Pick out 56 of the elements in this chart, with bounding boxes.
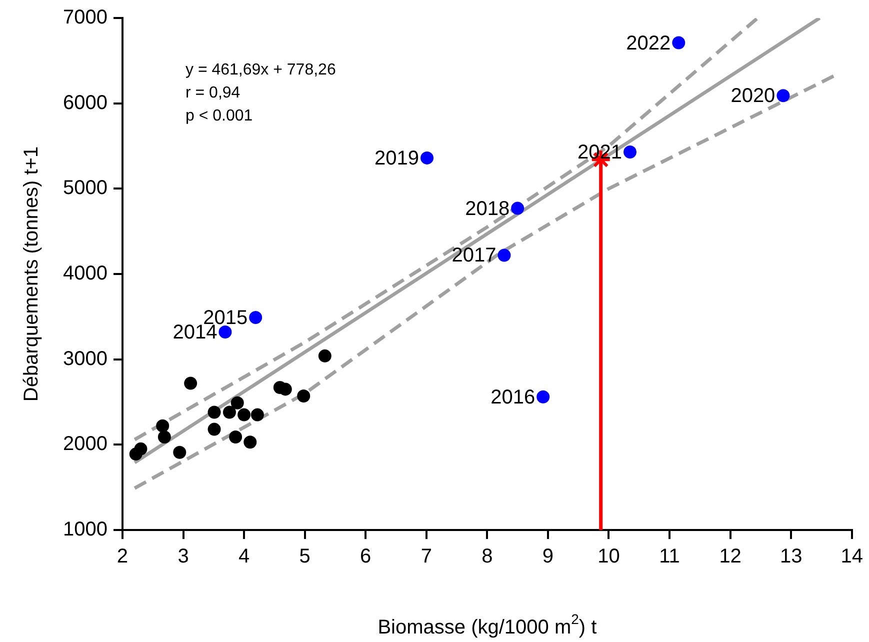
annotation: 2020	[730, 85, 776, 108]
point	[208, 406, 221, 419]
annotation: 2017	[452, 244, 496, 267]
point	[249, 311, 262, 324]
point	[222, 406, 236, 419]
point	[776, 89, 790, 102]
point	[498, 248, 511, 262]
x-tick-label: 2	[116, 546, 128, 568]
point	[278, 382, 292, 396]
x-tick-label: 14	[840, 546, 863, 568]
y-tick-label: 7000	[62, 6, 108, 29]
annotation: 2022	[626, 32, 671, 54]
x-tick-label: 3	[178, 546, 189, 568]
point	[420, 151, 434, 164]
y-tick-label: 3000	[62, 348, 108, 370]
annotation: 2019	[374, 147, 420, 170]
point	[624, 145, 637, 158]
x-tick-label: 13	[780, 546, 802, 568]
point	[134, 442, 148, 456]
annotation: p < 0.001	[185, 107, 253, 124]
point	[158, 430, 171, 444]
x-tick-label: 7	[420, 546, 432, 568]
y-tick-label: 4000	[62, 262, 108, 285]
annotation: 2021	[578, 141, 622, 164]
x-tick-label: 4	[238, 546, 250, 568]
x-tick-label: 5	[299, 546, 310, 568]
point	[156, 419, 170, 432]
point	[229, 430, 242, 444]
point	[536, 390, 550, 404]
point	[297, 390, 310, 403]
point	[672, 36, 686, 50]
y-tick-label: 1000	[62, 518, 108, 541]
annotation: 2018	[465, 198, 510, 220]
annotation: 2016	[490, 386, 536, 408]
point	[218, 326, 232, 339]
point	[250, 408, 264, 422]
x-tick-label: 8	[482, 546, 493, 568]
x-tick-label: 9	[542, 546, 554, 568]
y-tick-label: 5000	[62, 177, 108, 200]
point	[238, 408, 251, 422]
y-tick-label: 2000	[62, 433, 108, 456]
x-tick-label: 6	[360, 546, 372, 568]
x-tick-label: 10	[598, 546, 620, 568]
annotation: y = 461,69x + 778,26	[185, 61, 336, 78]
x-tick-label: 12	[719, 546, 742, 568]
point	[511, 202, 524, 215]
point	[230, 396, 244, 410]
annotation: r = 0,94	[185, 84, 240, 102]
x-tick-label: 11	[659, 546, 680, 568]
point	[173, 446, 186, 459]
point	[184, 376, 198, 390]
y-tick-label: 6000	[62, 92, 108, 114]
point	[318, 349, 332, 362]
y-axis-title: Débarquements (tonnes) t+1	[20, 146, 43, 402]
point	[208, 422, 221, 436]
point	[244, 436, 257, 449]
